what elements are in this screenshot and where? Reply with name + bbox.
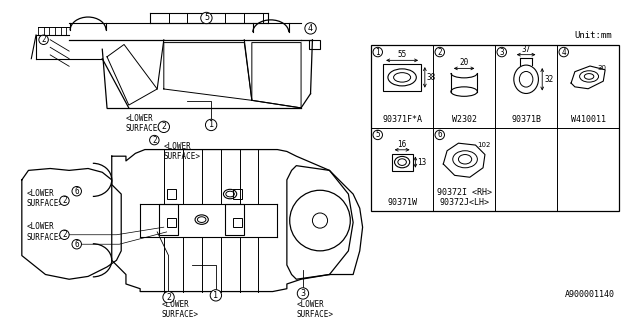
Bar	[159, 204, 178, 235]
Circle shape	[435, 130, 444, 140]
Text: 5: 5	[376, 130, 380, 140]
Text: 90372I <RH>
90372J<LH>: 90372I <RH> 90372J<LH>	[436, 188, 492, 207]
Text: 6: 6	[74, 240, 79, 249]
Text: 3: 3	[300, 289, 305, 298]
Text: 2: 2	[62, 230, 67, 239]
Bar	[166, 218, 176, 227]
Text: 6: 6	[437, 130, 442, 140]
Text: 1: 1	[213, 291, 218, 300]
Bar	[392, 154, 413, 171]
Text: 3: 3	[499, 48, 504, 57]
Circle shape	[201, 12, 212, 24]
Text: 90371F*A: 90371F*A	[382, 116, 422, 124]
Circle shape	[72, 187, 81, 196]
Text: 20: 20	[460, 59, 468, 68]
Circle shape	[210, 290, 221, 301]
Text: 4: 4	[561, 48, 566, 57]
Text: 2: 2	[437, 48, 442, 57]
Text: Unit:mm: Unit:mm	[574, 31, 612, 40]
Text: <LOWER
SURFACE>: <LOWER SURFACE>	[296, 300, 333, 319]
Bar	[225, 204, 244, 235]
Bar	[166, 189, 176, 199]
Bar	[383, 64, 421, 91]
Text: <LOWER
SURFACE>: <LOWER SURFACE>	[26, 189, 63, 209]
Text: 2: 2	[161, 122, 166, 131]
Bar	[308, 40, 320, 49]
Circle shape	[39, 35, 49, 44]
Circle shape	[559, 47, 568, 57]
Text: 1: 1	[209, 120, 214, 130]
Circle shape	[305, 23, 316, 34]
Circle shape	[373, 130, 383, 140]
Text: 102: 102	[477, 142, 491, 148]
Text: 55: 55	[397, 50, 407, 60]
Text: 37: 37	[522, 45, 531, 54]
Text: <LOWER
SURFACE>: <LOWER SURFACE>	[26, 222, 63, 242]
Text: <LOWER
SURFACE>: <LOWER SURFACE>	[162, 300, 199, 319]
Text: 16: 16	[397, 140, 407, 149]
Text: 2: 2	[62, 196, 67, 205]
Circle shape	[298, 288, 308, 299]
Circle shape	[158, 121, 170, 132]
Text: 13: 13	[417, 158, 426, 167]
Bar	[371, 45, 619, 211]
Circle shape	[60, 196, 69, 205]
Text: 90371B: 90371B	[511, 116, 541, 124]
Text: 2: 2	[166, 293, 171, 302]
Circle shape	[163, 292, 174, 303]
Circle shape	[205, 119, 217, 131]
Circle shape	[435, 47, 444, 57]
Text: 90371W: 90371W	[387, 198, 417, 207]
Text: 4: 4	[308, 24, 313, 33]
Circle shape	[373, 47, 383, 57]
Text: <LOWER
SURFACE>: <LOWER SURFACE>	[164, 142, 201, 161]
Text: 5: 5	[204, 13, 209, 22]
Text: W2302: W2302	[452, 116, 477, 124]
Text: W410011: W410011	[571, 116, 605, 124]
Bar	[233, 189, 243, 199]
Circle shape	[60, 230, 69, 239]
Text: 32: 32	[544, 75, 554, 84]
Bar	[233, 218, 243, 227]
Circle shape	[150, 135, 159, 145]
Text: <LOWER
SURFACE>: <LOWER SURFACE>	[126, 114, 163, 133]
Text: 6: 6	[74, 187, 79, 196]
Text: 38: 38	[427, 73, 436, 82]
Text: 2: 2	[42, 35, 46, 44]
Text: 30: 30	[598, 65, 607, 71]
Text: 1: 1	[376, 48, 380, 57]
Text: A900001140: A900001140	[565, 290, 615, 299]
Circle shape	[72, 239, 81, 249]
Circle shape	[497, 47, 506, 57]
Text: 2: 2	[152, 136, 157, 145]
